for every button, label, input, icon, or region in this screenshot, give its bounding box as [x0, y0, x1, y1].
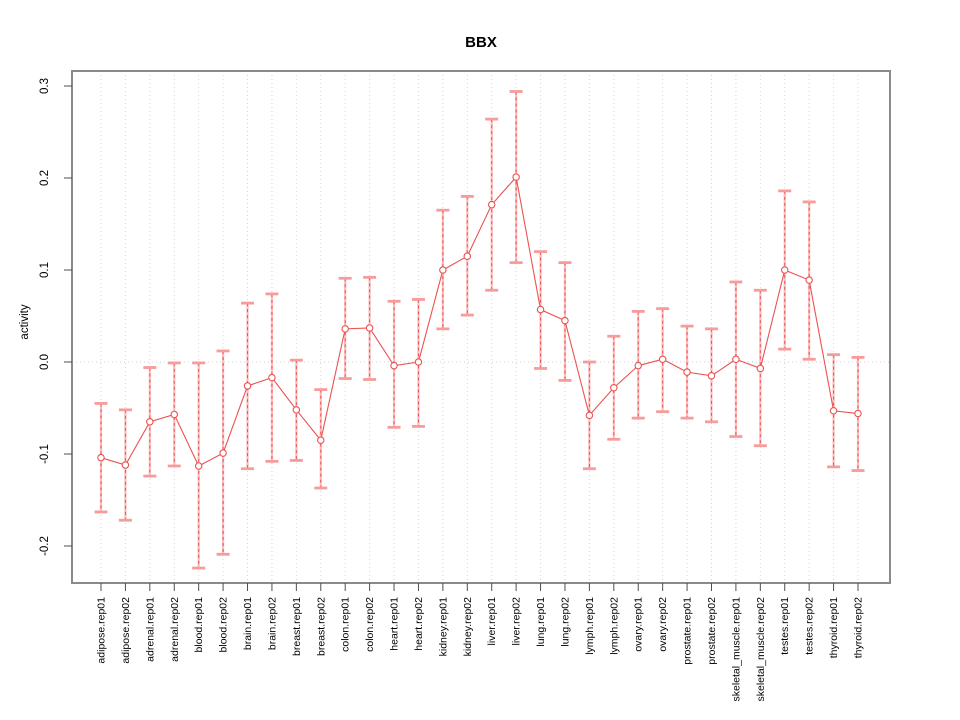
data-point-marker [829, 407, 838, 415]
x-tick-label: colon.rep02 [364, 597, 376, 652]
x-tick-label: skeletal_muscle.rep02 [755, 597, 767, 702]
y-axis-label: activity [19, 304, 31, 339]
data-point-marker [292, 406, 301, 414]
x-tick-label: adipose.rep01 [96, 597, 108, 664]
y-tick-label: 0.3 [39, 78, 51, 94]
data-point-marker [97, 453, 105, 462]
data-point-marker [536, 305, 545, 314]
data-point-marker [658, 355, 667, 363]
x-tick-label: heart.rep01 [389, 597, 401, 651]
y-tick-label: -0.2 [39, 536, 51, 556]
x-tick-label: prostate.rep02 [706, 597, 718, 665]
x-tick-label: breast.rep02 [315, 597, 327, 656]
x-tick-label: adipose.rep02 [120, 597, 132, 664]
x-tick-label: lymph.rep01 [584, 597, 596, 655]
data-point-marker [439, 266, 447, 274]
data-point-marker [414, 358, 423, 366]
data-point-marker [317, 436, 325, 444]
x-tick-label: thyroid.rep01 [828, 597, 840, 658]
data-point-marker [194, 462, 203, 470]
chart-title: BBX [465, 34, 497, 51]
data-point-marker [268, 373, 276, 382]
data-point-marker [634, 361, 642, 370]
data-point-marker [341, 325, 349, 333]
plot-frame [71, 70, 891, 584]
x-tick-label: lymph.rep02 [608, 597, 620, 655]
x-tick-label: blood.rep01 [193, 597, 205, 653]
x-tick-label: kidney.rep02 [462, 597, 474, 657]
y-tick-label: 0.2 [39, 170, 51, 186]
data-point-marker [365, 324, 374, 332]
series-line [100, 175, 859, 467]
x-tick-label: lung.rep01 [535, 597, 547, 647]
x-tick-label: heart.rep02 [413, 597, 425, 651]
data-point-marker [854, 409, 862, 418]
x-tick-label: ovary.rep01 [633, 597, 645, 652]
data-point-marker [756, 364, 765, 373]
data-point-marker [732, 355, 740, 363]
y-tick-label: 0.0 [39, 354, 51, 370]
data-point-marker [390, 361, 398, 370]
y-tick-label: -0.1 [39, 444, 51, 464]
data-point-marker [512, 173, 520, 181]
x-tick-label: testes.rep02 [804, 597, 816, 655]
x-tick-label: brain.rep02 [266, 597, 278, 650]
data-point-marker [805, 276, 813, 284]
x-tick-label: colon.rep01 [340, 597, 352, 652]
x-tick-label: prostate.rep01 [682, 597, 694, 665]
data-point-marker [707, 372, 716, 380]
data-point-marker [561, 316, 569, 325]
data-point-marker [146, 418, 154, 426]
x-tick-label: blood.rep02 [218, 597, 230, 653]
data-point-marker [170, 410, 179, 419]
x-tick-label: adrenal.rep01 [144, 597, 156, 662]
data-point-marker [219, 449, 227, 457]
x-tick-label: lung.rep02 [559, 597, 571, 647]
x-tick-label: adrenal.rep02 [169, 597, 181, 662]
x-tick-label: liver.rep02 [511, 597, 523, 646]
x-tick-label: brain.rep01 [242, 597, 254, 650]
x-tick-label: testes.rep01 [779, 597, 791, 655]
data-point-marker [683, 368, 691, 376]
x-tick-label: breast.rep01 [291, 597, 303, 656]
x-tick-label: kidney.rep01 [437, 597, 449, 657]
y-tick-label: 0.1 [39, 262, 51, 278]
data-point-marker [585, 411, 594, 420]
data-point-marker [780, 266, 789, 274]
data-point-marker [243, 382, 252, 390]
data-point-marker [121, 461, 130, 469]
x-tick-label: thyroid.rep02 [853, 597, 865, 658]
x-tick-label: liver.rep01 [486, 597, 498, 646]
data-point-marker [463, 252, 472, 260]
x-tick-label: ovary.rep02 [657, 597, 669, 652]
data-point-marker [487, 200, 496, 209]
x-tick-label: skeletal_muscle.rep01 [730, 597, 742, 702]
data-point-marker [610, 384, 618, 392]
